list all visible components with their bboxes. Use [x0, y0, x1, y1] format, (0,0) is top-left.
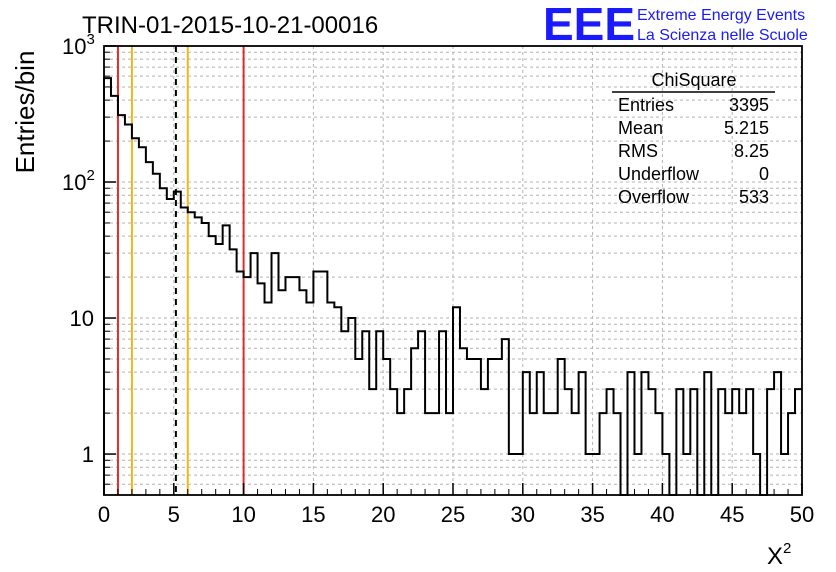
- stats-value-mean: 5.215: [724, 118, 769, 138]
- stats-box: ChiSquare Entries 3395 Mean 5.215 RMS 8.…: [612, 70, 775, 207]
- x-tick-label-7: 35: [580, 502, 604, 527]
- histogram-series: [103, 77, 802, 496]
- stats-value-overflow: 533: [739, 187, 769, 207]
- y-tick-label-0: 1: [82, 442, 94, 467]
- x-tick-label-0: 0: [98, 502, 110, 527]
- x-tick-label-5: 25: [441, 502, 465, 527]
- stats-label-mean: Mean: [618, 118, 663, 138]
- stats-value-underflow: 0: [759, 164, 769, 184]
- x-axis-label: X2: [767, 540, 791, 570]
- y-axis-label: Entries/bin: [10, 51, 40, 174]
- reference-lines: [116, 46, 245, 495]
- x-axis-label-text: X2: [767, 540, 791, 570]
- x-tick-label-10: 50: [790, 502, 814, 527]
- histogram-outline: [103, 77, 802, 496]
- x-tick-label-9: 45: [720, 502, 744, 527]
- x-tick-label-3: 15: [301, 502, 325, 527]
- axis-layer: [103, 45, 803, 496]
- brand-logo: EEE Extreme Energy Events La Scienza nel…: [543, 0, 808, 50]
- x-tick-label-4: 20: [371, 502, 395, 527]
- y-tick-label-1: 10: [70, 306, 94, 331]
- x-tick-label-1: 5: [168, 502, 180, 527]
- x-tick-label-8: 40: [650, 502, 674, 527]
- y-tick-label-3: 103: [62, 31, 95, 59]
- stats-label-underflow: Underflow: [618, 164, 700, 184]
- stats-value-rms: 8.25: [734, 141, 769, 161]
- tick-label-layer: 0 5 10 15 20 25 30 35 40 45 50 1 10 102 103: [62, 31, 814, 527]
- stats-label-rms: RMS: [618, 141, 658, 161]
- x-tick-label-6: 30: [511, 502, 535, 527]
- brand-logo-text: EEE: [543, 0, 635, 50]
- x-tick-label-2: 10: [231, 502, 255, 527]
- stats-label-overflow: Overflow: [618, 187, 690, 207]
- brand-line-1: Extreme Energy Events: [637, 7, 805, 24]
- stats-label-entries: Entries: [618, 95, 674, 115]
- stats-title: ChiSquare: [651, 70, 736, 90]
- stats-value-entries: 3395: [729, 95, 769, 115]
- chart-title: TRIN-01-2015-10-21-00016: [82, 12, 378, 39]
- brand-line-2: La Scienza nelle Scuole: [637, 27, 808, 44]
- y-tick-label-2: 102: [62, 167, 95, 195]
